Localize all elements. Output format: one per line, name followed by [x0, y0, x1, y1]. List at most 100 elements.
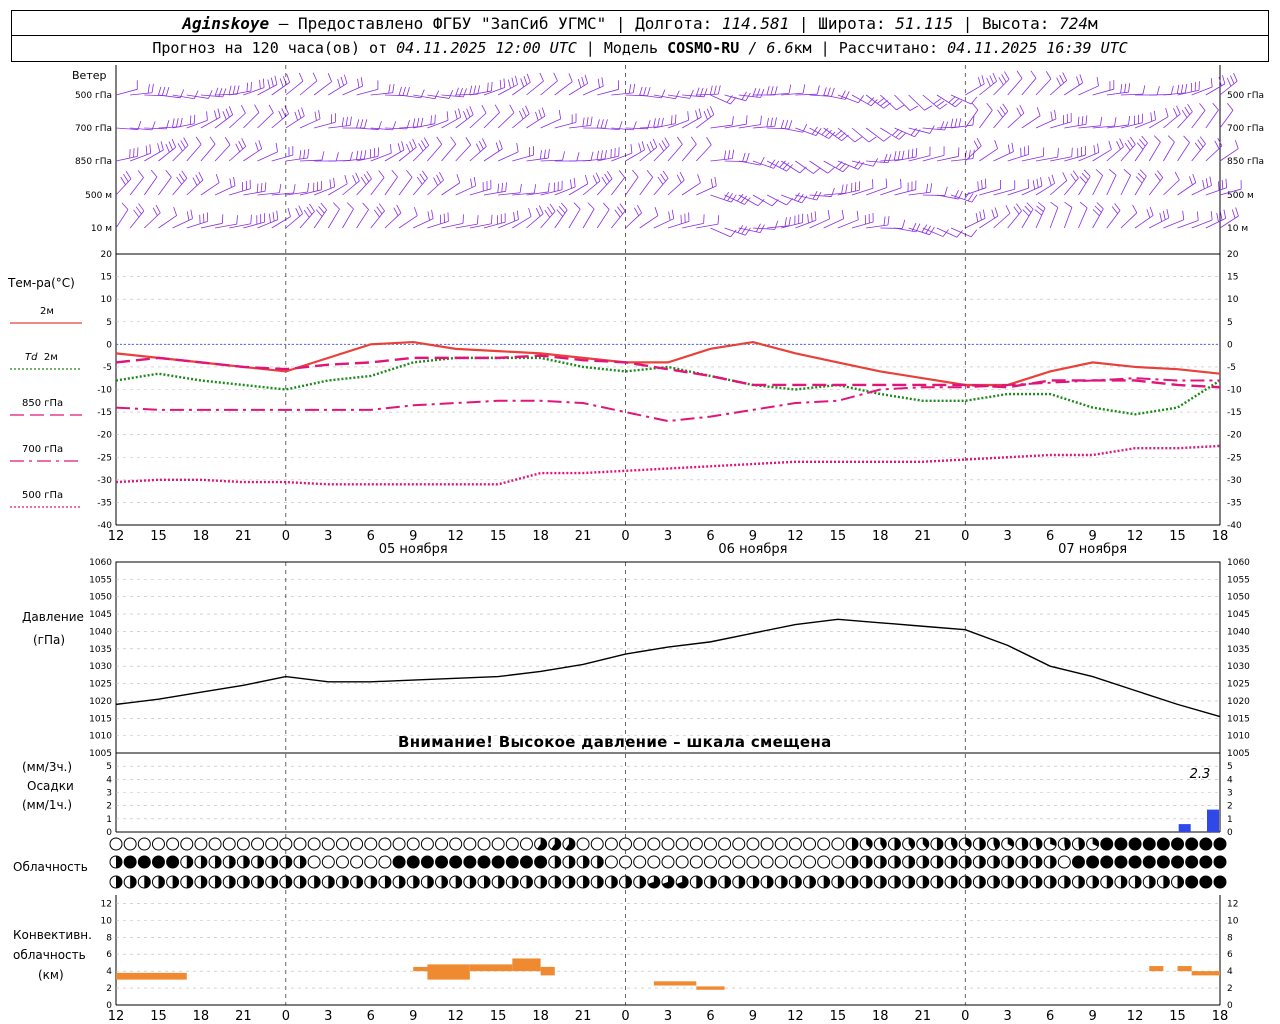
mid-hour-label: 0 [621, 529, 629, 544]
bottom-hour-label: 12 [1127, 1009, 1144, 1024]
conv-segment [653, 981, 697, 986]
wind-barb-feather [1174, 171, 1180, 181]
wind-barb-feather [434, 114, 436, 124]
wind-barb-feather [989, 75, 994, 84]
wind-barb-feather [1054, 109, 1057, 119]
wind-barb-feather [329, 179, 332, 189]
cloud-middle-fill [243, 856, 250, 868]
temp-ytick-left: 10 [101, 295, 113, 305]
wind-barb-feather [942, 229, 949, 237]
cloud-high-fill [565, 838, 575, 850]
wind-barb-feather [476, 215, 479, 225]
cloud-low-fill [1078, 876, 1085, 888]
cloud-high-fill [1114, 838, 1127, 850]
mid-hour-label: 21 [575, 529, 592, 544]
cloud-middle [661, 855, 675, 869]
wind-barb [356, 127, 379, 130]
temp-ytick-left: -35 [97, 498, 112, 508]
wind-barb [781, 160, 800, 174]
wind-barb-feather [1231, 209, 1236, 219]
wind-barb [214, 185, 236, 196]
wind-barb-feather [779, 160, 786, 168]
wind-barb-feather [307, 149, 310, 159]
wind-barb-feather [360, 119, 364, 129]
mid-hour-label: 15 [1169, 529, 1186, 544]
mid-hour-label: 15 [490, 529, 507, 544]
wind-barb [979, 188, 1001, 196]
temp-ytick-right: 20 [1227, 250, 1239, 260]
provider: – Предоставлено ФГБУ "ЗапСиб УГМС" [278, 14, 607, 33]
cloud-middle-fill [116, 856, 122, 868]
wind-barb-feather [1218, 77, 1222, 87]
wind-barb-feather [788, 84, 792, 94]
wind-barb [951, 124, 973, 129]
wind-barb [597, 127, 620, 131]
wind-barb-feather [813, 167, 821, 174]
cloud-middle-fill [1143, 856, 1156, 868]
wind-barb-feather [730, 229, 737, 238]
wind-barb-feather [378, 120, 382, 130]
cloud-high [590, 837, 604, 851]
cloud-middle-fill [1171, 856, 1184, 868]
wind-barb-feather [742, 152, 746, 162]
wind-barb-feather [1223, 209, 1227, 219]
wind-barb-feather [784, 120, 789, 129]
wind-barb-feather [1219, 211, 1223, 221]
wind-barb-feather [1166, 209, 1170, 219]
wind-barb [809, 218, 830, 229]
header-line-2: Прогноз на 120 часа(ов) от 04.11.2025 12… [11, 36, 1269, 62]
precip-ytick-right: 1 [1227, 815, 1233, 825]
wind-barb-feather [463, 111, 468, 120]
wind-barb-feather [788, 120, 793, 130]
wind-barb [639, 146, 658, 162]
pressure-ytick-right: 1020 [1227, 697, 1250, 707]
wind-barb-feather [240, 104, 246, 114]
wind-barb-feather [893, 151, 897, 161]
wind-barb [1078, 176, 1091, 196]
wind-barb-feather [1146, 209, 1151, 218]
cloud-middle-fill [186, 856, 193, 868]
wind-barb-feather [539, 72, 544, 82]
wind-barb-feather [744, 197, 751, 205]
mid-hour-label: 18 [193, 529, 210, 544]
temp-ytick-left: -40 [97, 521, 112, 531]
cloud-high-fill [551, 838, 561, 850]
wind-barb [936, 94, 956, 108]
wind-barb [865, 127, 884, 142]
pressure-ytick-right: 1040 [1227, 627, 1250, 637]
wind-barb-feather [649, 141, 655, 150]
wind-barb [512, 113, 530, 129]
wind-barb-feather [617, 206, 624, 215]
wind-barb [285, 213, 303, 229]
wind-barb-feather [173, 206, 178, 216]
wind-barb-feather [360, 176, 367, 185]
temp-ytick-right: -30 [1227, 476, 1242, 486]
wind-barb-feather [406, 143, 411, 153]
wind-barb-feather [543, 149, 546, 159]
conv-segment [696, 986, 725, 990]
wind-barb-feather [883, 135, 892, 142]
model-label: Модель [603, 39, 659, 57]
wind-barb-feather [1150, 112, 1153, 122]
wind-barb-feather [984, 178, 987, 188]
wind-barb-feather [675, 114, 677, 124]
wind-barb [880, 94, 897, 111]
wind-barb-feather [499, 79, 502, 89]
cloud-low-fill [837, 876, 844, 888]
cloud-middle [633, 855, 647, 869]
wind-barb-feather [193, 114, 196, 124]
wind-barb-feather [592, 175, 598, 184]
wind-barb-feather [516, 142, 519, 152]
cloud-middle-fill [1050, 856, 1057, 868]
wind-barb-feather [766, 117, 769, 127]
cloud-middle-fill [1214, 856, 1226, 868]
cloud-middle-fill [852, 856, 858, 868]
cloud-low-fill [908, 876, 915, 888]
wind-barb [653, 218, 674, 229]
wind-barb [738, 194, 759, 207]
wind-barb-feather [929, 125, 935, 134]
cloud-high [491, 837, 505, 851]
cloud-low-fill [469, 876, 476, 888]
wind-barb-feather [1226, 77, 1232, 87]
wind-barb-feather [690, 136, 697, 145]
